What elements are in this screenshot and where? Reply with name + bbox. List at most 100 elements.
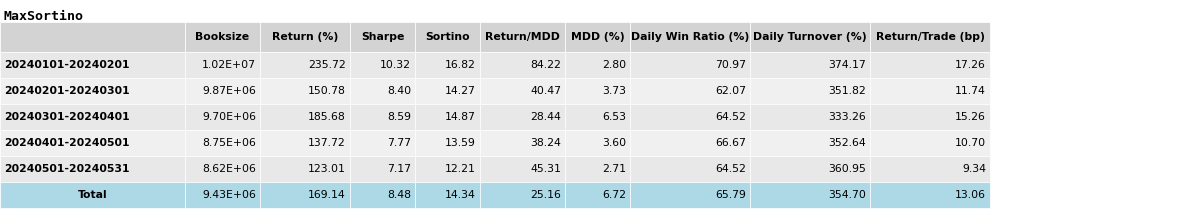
Text: 9.34: 9.34 bbox=[962, 164, 986, 174]
Text: 66.67: 66.67 bbox=[715, 138, 746, 148]
Text: 38.24: 38.24 bbox=[530, 138, 562, 148]
Bar bbox=[415, 156, 480, 182]
Text: 20240301-20240401: 20240301-20240401 bbox=[4, 112, 130, 122]
Bar bbox=[260, 104, 350, 130]
Bar bbox=[350, 104, 415, 130]
Bar bbox=[870, 52, 990, 78]
Text: 64.52: 64.52 bbox=[715, 112, 746, 122]
Bar bbox=[415, 182, 480, 208]
Text: 8.40: 8.40 bbox=[386, 86, 410, 96]
Text: 14.27: 14.27 bbox=[445, 86, 476, 96]
Bar bbox=[0, 182, 185, 208]
Text: 10.70: 10.70 bbox=[955, 138, 986, 148]
Text: Return/MDD: Return/MDD bbox=[485, 32, 560, 42]
Text: 20240201-20240301: 20240201-20240301 bbox=[4, 86, 130, 96]
Text: Return/Trade (bp): Return/Trade (bp) bbox=[876, 32, 984, 42]
Bar bbox=[565, 52, 630, 78]
Bar bbox=[565, 156, 630, 182]
Text: 11.74: 11.74 bbox=[955, 86, 986, 96]
Text: 123.01: 123.01 bbox=[308, 164, 346, 174]
Text: 374.17: 374.17 bbox=[828, 60, 866, 70]
Bar bbox=[750, 130, 870, 156]
Bar bbox=[415, 52, 480, 78]
Text: 150.78: 150.78 bbox=[308, 86, 346, 96]
Text: Sharpe: Sharpe bbox=[361, 32, 404, 42]
Bar bbox=[750, 52, 870, 78]
Bar bbox=[350, 22, 415, 52]
Bar bbox=[350, 182, 415, 208]
Text: 13.06: 13.06 bbox=[955, 190, 986, 200]
Bar bbox=[350, 156, 415, 182]
Bar bbox=[630, 156, 750, 182]
Bar bbox=[750, 156, 870, 182]
Bar bbox=[260, 22, 350, 52]
Text: 2.71: 2.71 bbox=[602, 164, 626, 174]
Text: 14.34: 14.34 bbox=[445, 190, 476, 200]
Bar bbox=[185, 104, 260, 130]
Bar bbox=[630, 182, 750, 208]
Text: 3.73: 3.73 bbox=[602, 86, 626, 96]
Text: 333.26: 333.26 bbox=[828, 112, 866, 122]
Bar bbox=[350, 52, 415, 78]
Bar bbox=[185, 52, 260, 78]
Text: 3.60: 3.60 bbox=[602, 138, 626, 148]
Text: 360.95: 360.95 bbox=[828, 164, 866, 174]
Bar bbox=[630, 130, 750, 156]
Text: Return (%): Return (%) bbox=[272, 32, 338, 42]
Text: 12.21: 12.21 bbox=[445, 164, 476, 174]
Text: 6.53: 6.53 bbox=[602, 112, 626, 122]
Bar bbox=[565, 182, 630, 208]
Text: 9.43E+06: 9.43E+06 bbox=[202, 190, 256, 200]
Bar bbox=[260, 182, 350, 208]
Bar bbox=[565, 22, 630, 52]
Text: Total: Total bbox=[78, 190, 107, 200]
Bar bbox=[185, 78, 260, 104]
Text: 64.52: 64.52 bbox=[715, 164, 746, 174]
Text: 20240401-20240501: 20240401-20240501 bbox=[4, 138, 130, 148]
Bar bbox=[750, 78, 870, 104]
Text: 169.14: 169.14 bbox=[308, 190, 346, 200]
Text: 9.87E+06: 9.87E+06 bbox=[202, 86, 256, 96]
Bar bbox=[565, 104, 630, 130]
Text: Daily Turnover (%): Daily Turnover (%) bbox=[754, 32, 866, 42]
Text: 354.70: 354.70 bbox=[828, 190, 866, 200]
Bar bbox=[415, 130, 480, 156]
Bar bbox=[870, 130, 990, 156]
Bar bbox=[480, 22, 565, 52]
Text: 8.48: 8.48 bbox=[386, 190, 410, 200]
Text: Sortino: Sortino bbox=[425, 32, 470, 42]
Text: 20240501-20240531: 20240501-20240531 bbox=[4, 164, 130, 174]
Bar bbox=[630, 78, 750, 104]
Bar bbox=[480, 104, 565, 130]
Bar bbox=[750, 104, 870, 130]
Text: 235.72: 235.72 bbox=[308, 60, 346, 70]
Text: 28.44: 28.44 bbox=[530, 112, 562, 122]
Bar bbox=[870, 182, 990, 208]
Text: Daily Win Ratio (%): Daily Win Ratio (%) bbox=[631, 32, 749, 42]
Bar bbox=[415, 104, 480, 130]
Bar bbox=[565, 130, 630, 156]
Text: 351.82: 351.82 bbox=[828, 86, 866, 96]
Text: 45.31: 45.31 bbox=[530, 164, 562, 174]
Text: 13.59: 13.59 bbox=[445, 138, 476, 148]
Bar bbox=[480, 52, 565, 78]
Bar bbox=[0, 22, 185, 52]
Bar bbox=[350, 130, 415, 156]
Bar bbox=[350, 78, 415, 104]
Bar bbox=[480, 78, 565, 104]
Bar bbox=[260, 156, 350, 182]
Text: 16.82: 16.82 bbox=[445, 60, 476, 70]
Bar bbox=[0, 130, 185, 156]
Text: 352.64: 352.64 bbox=[828, 138, 866, 148]
Text: 7.77: 7.77 bbox=[386, 138, 410, 148]
Bar bbox=[630, 22, 750, 52]
Bar bbox=[750, 22, 870, 52]
Bar bbox=[870, 156, 990, 182]
Text: 70.97: 70.97 bbox=[715, 60, 746, 70]
Text: 84.22: 84.22 bbox=[530, 60, 562, 70]
Bar bbox=[750, 182, 870, 208]
Bar bbox=[480, 156, 565, 182]
Bar bbox=[0, 104, 185, 130]
Text: 185.68: 185.68 bbox=[308, 112, 346, 122]
Text: 14.87: 14.87 bbox=[445, 112, 476, 122]
